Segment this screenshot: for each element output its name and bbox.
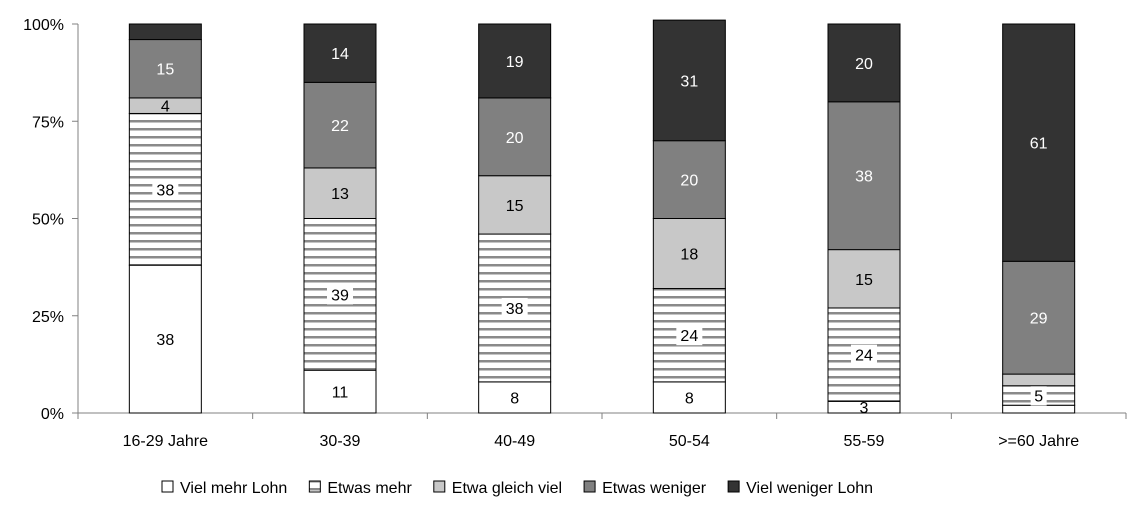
bar-segment bbox=[652, 140, 726, 219]
legend-swatch bbox=[161, 480, 174, 493]
data-label: 15 bbox=[156, 62, 174, 79]
bar-stack: 11 39 13 22 14 bbox=[303, 23, 377, 414]
data-label: 3 bbox=[860, 400, 869, 417]
bar-stack: 3 24 15 38 20 bbox=[827, 23, 901, 417]
bar-segment bbox=[1002, 260, 1076, 375]
bar-stack: 38 38 4 15 bbox=[128, 23, 202, 414]
data-label: 8 bbox=[510, 390, 519, 407]
legend-label: Etwas mehr bbox=[327, 480, 412, 497]
bars: 38 38 4 15 11 39 13 22 14 8 38 15 20 19 8 24 18 20 31 3 24 15… bbox=[128, 19, 1076, 417]
legend-item: Etwas weniger bbox=[583, 480, 707, 497]
y-tick-label: 50% bbox=[32, 212, 64, 229]
data-label: 29 bbox=[1030, 311, 1048, 328]
data-label: 22 bbox=[331, 118, 349, 135]
bar-segment bbox=[303, 369, 377, 414]
bar-segment bbox=[478, 381, 552, 414]
data-label-bg bbox=[1030, 385, 1047, 406]
bar-segment bbox=[303, 23, 377, 83]
legend-label: Viel mehr Lohn bbox=[180, 480, 287, 497]
bar-segment bbox=[478, 175, 552, 235]
bar-stack: 8 38 15 20 19 bbox=[478, 23, 552, 414]
data-label: 20 bbox=[855, 56, 873, 73]
x-tick-label: 55-59 bbox=[844, 433, 885, 450]
x-axis: 16-29 Jahre 30-39 40-49 50-54 55-59 >=60 Jahr… bbox=[77, 412, 1127, 450]
data-label: 5 bbox=[1034, 388, 1043, 405]
legend-item: Etwa gleich viel bbox=[433, 480, 562, 497]
legend-swatch bbox=[583, 480, 596, 493]
bar-segment bbox=[128, 264, 202, 414]
legend-item: Etwas mehr bbox=[308, 480, 412, 497]
legend: Viel mehr Lohn Etwas mehr Etwa gleich viel… bbox=[161, 480, 873, 497]
y-axis: 0% 25% 50% 75% 100% bbox=[23, 17, 79, 423]
data-label: 14 bbox=[331, 46, 349, 63]
data-label: 61 bbox=[1030, 136, 1048, 153]
data-label: 19 bbox=[506, 54, 524, 71]
data-label: 31 bbox=[680, 73, 698, 90]
y-tick-label: 100% bbox=[23, 17, 64, 34]
bar-segment bbox=[128, 39, 202, 99]
legend-swatch bbox=[308, 480, 321, 493]
data-label: 39 bbox=[331, 287, 349, 304]
data-label-bg bbox=[327, 284, 353, 305]
data-label: 24 bbox=[855, 348, 873, 365]
x-tick-label: 50-54 bbox=[669, 433, 710, 450]
legend-swatch bbox=[727, 480, 740, 493]
bar-segment bbox=[478, 97, 552, 177]
bar-segment bbox=[827, 101, 901, 251]
legend-label: Etwa gleich viel bbox=[452, 480, 562, 497]
bar-segment bbox=[1002, 404, 1076, 414]
legend-label: Viel weniger Lohn bbox=[746, 480, 873, 497]
x-tick-label: >=60 Jahre bbox=[998, 433, 1079, 450]
data-label: 8 bbox=[685, 390, 694, 407]
bar-segment bbox=[827, 249, 901, 309]
data-label: 38 bbox=[506, 301, 524, 318]
data-label: 38 bbox=[855, 169, 873, 186]
bar-stack: 8 24 18 20 31 bbox=[652, 19, 726, 414]
data-label-bg bbox=[851, 344, 877, 365]
y-tick-label: 0% bbox=[41, 406, 64, 423]
data-label: 24 bbox=[680, 328, 698, 345]
data-label: 4 bbox=[161, 99, 170, 116]
legend-label: Etwas weniger bbox=[602, 480, 707, 497]
data-label: 15 bbox=[506, 198, 524, 215]
legend-item: Viel weniger Lohn bbox=[727, 480, 873, 497]
data-label: 20 bbox=[506, 130, 524, 147]
bar-segment bbox=[1002, 373, 1076, 387]
data-label-bg bbox=[501, 297, 528, 318]
data-label: 15 bbox=[855, 272, 873, 289]
data-label: 38 bbox=[156, 182, 174, 199]
bar-segment bbox=[1002, 23, 1076, 262]
data-label: 18 bbox=[680, 247, 698, 264]
data-label: 11 bbox=[332, 385, 349, 402]
x-tick-label: 16-29 Jahre bbox=[123, 433, 208, 450]
data-label-bg bbox=[152, 179, 179, 200]
legend-item: Viel mehr Lohn bbox=[161, 480, 287, 497]
bar-stack: 5 29 61 bbox=[1002, 23, 1076, 414]
bar-segment bbox=[128, 23, 202, 41]
x-tick-label: 30-39 bbox=[320, 433, 361, 450]
y-tick-label: 25% bbox=[32, 309, 64, 326]
data-label-bg bbox=[676, 325, 703, 346]
x-tick-label: 40-49 bbox=[494, 433, 535, 450]
bar-segment bbox=[827, 23, 901, 103]
data-label: 13 bbox=[331, 186, 349, 203]
legend-swatch bbox=[433, 480, 446, 493]
bar-segment bbox=[652, 381, 726, 414]
data-label: 20 bbox=[680, 173, 698, 190]
y-tick-label: 75% bbox=[32, 114, 64, 131]
bar-segment bbox=[652, 19, 726, 142]
bar-segment bbox=[478, 23, 552, 99]
bar-segment bbox=[303, 81, 377, 169]
data-label: 38 bbox=[156, 332, 174, 349]
bar-segment bbox=[652, 218, 726, 290]
